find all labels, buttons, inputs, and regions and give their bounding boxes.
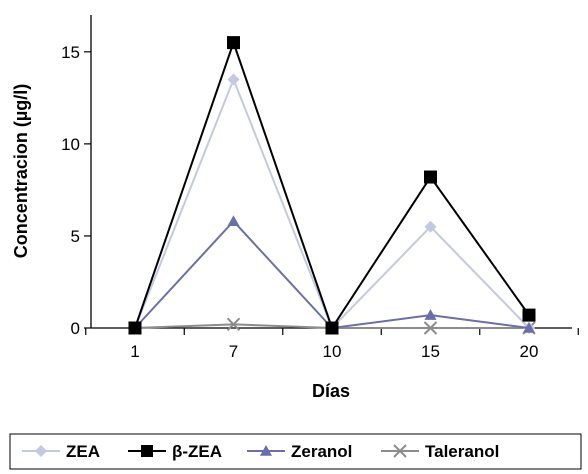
y-tick-label: 15 [61,43,80,62]
x-tick-label: 1 [130,342,139,361]
square-marker [523,309,536,322]
series-line [135,43,529,328]
square-marker [326,322,339,335]
series--zea [129,36,536,334]
series-zea [129,73,535,334]
diamond-marker [228,73,240,85]
square-marker [424,171,437,184]
x-tick-label: 15 [421,342,440,361]
square-marker [227,36,240,49]
x-tick-label: 20 [520,342,539,361]
y-ticks: 0 5 10 15 [61,43,91,338]
y-tick-label: 0 [71,319,80,338]
series-line [135,79,529,328]
x-axis-title: Días [312,381,350,401]
series-line [135,221,529,328]
y-tick-label: 10 [61,135,80,154]
y-tick-label: 5 [71,227,80,246]
legend: ZEA β-ZEA Zeranol Taleranol [10,434,581,469]
legend-label: Taleranol [425,442,499,461]
series-zeranol [129,215,535,333]
triangle-marker [425,309,437,320]
square-marker [129,322,142,335]
legend-label: β-ZEA [172,442,222,461]
y-axis-title: Concentracion (µg/l) [11,84,31,258]
square-marker [141,445,153,457]
triangle-marker [228,215,240,226]
legend-label: Zeranol [291,442,352,461]
x-tick-label: 7 [229,342,238,361]
series-layer [129,36,536,334]
axes [91,15,572,328]
legend-label: ZEA [66,442,100,461]
x-tick-label: 10 [323,342,342,361]
